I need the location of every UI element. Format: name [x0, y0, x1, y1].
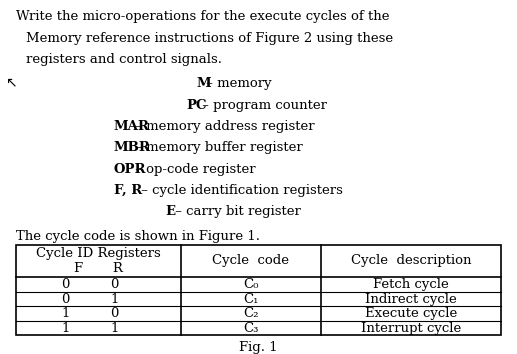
- Text: 1: 1: [111, 292, 119, 306]
- Text: – program counter: – program counter: [198, 99, 327, 112]
- Text: Cycle  code: Cycle code: [212, 255, 289, 267]
- Text: – carry bit register: – carry bit register: [171, 205, 301, 218]
- Text: C₀: C₀: [243, 278, 258, 291]
- Text: OPR: OPR: [114, 162, 146, 176]
- Text: 1: 1: [111, 321, 119, 335]
- Text: Indirect cycle: Indirect cycle: [365, 292, 457, 306]
- Text: – cycle identification registers: – cycle identification registers: [138, 184, 343, 197]
- Text: Write the micro-operations for the execute cycles of the: Write the micro-operations for the execu…: [16, 10, 389, 23]
- Text: C₁: C₁: [243, 292, 258, 306]
- Text: PC: PC: [186, 99, 207, 112]
- Text: M: M: [196, 78, 211, 91]
- Text: F, R: F, R: [114, 184, 142, 197]
- Text: 1: 1: [61, 307, 69, 320]
- Text: F       R: F R: [74, 262, 123, 275]
- Text: Memory reference instructions of Figure 2 using these: Memory reference instructions of Figure …: [26, 32, 393, 45]
- Text: Execute cycle: Execute cycle: [365, 307, 457, 320]
- Text: 0: 0: [111, 307, 119, 320]
- Text: Fetch cycle: Fetch cycle: [373, 278, 449, 291]
- Text: – memory buffer register: – memory buffer register: [131, 141, 303, 154]
- Text: C₂: C₂: [243, 307, 258, 320]
- Text: The cycle code is shown in Figure 1.: The cycle code is shown in Figure 1.: [16, 230, 260, 243]
- Text: Cycle  description: Cycle description: [351, 255, 472, 267]
- Text: 0: 0: [61, 292, 69, 306]
- Text: Interrupt cycle: Interrupt cycle: [361, 321, 461, 335]
- Text: C₃: C₃: [243, 321, 258, 335]
- Text: E: E: [165, 205, 175, 218]
- Text: – memory: – memory: [202, 78, 272, 91]
- Bar: [16, 245, 501, 335]
- Text: MAR: MAR: [114, 120, 149, 133]
- Text: 0: 0: [111, 278, 119, 291]
- Text: – memory address register: – memory address register: [131, 120, 315, 133]
- Text: Fig. 1: Fig. 1: [239, 341, 278, 354]
- Text: 1: 1: [61, 321, 69, 335]
- Text: 0: 0: [61, 278, 69, 291]
- Text: MBR: MBR: [114, 141, 150, 154]
- Text: ↖: ↖: [5, 76, 17, 90]
- Text: registers and control signals.: registers and control signals.: [26, 53, 222, 66]
- Text: – op-code register: – op-code register: [131, 162, 256, 176]
- Text: Cycle ID Registers: Cycle ID Registers: [36, 247, 161, 260]
